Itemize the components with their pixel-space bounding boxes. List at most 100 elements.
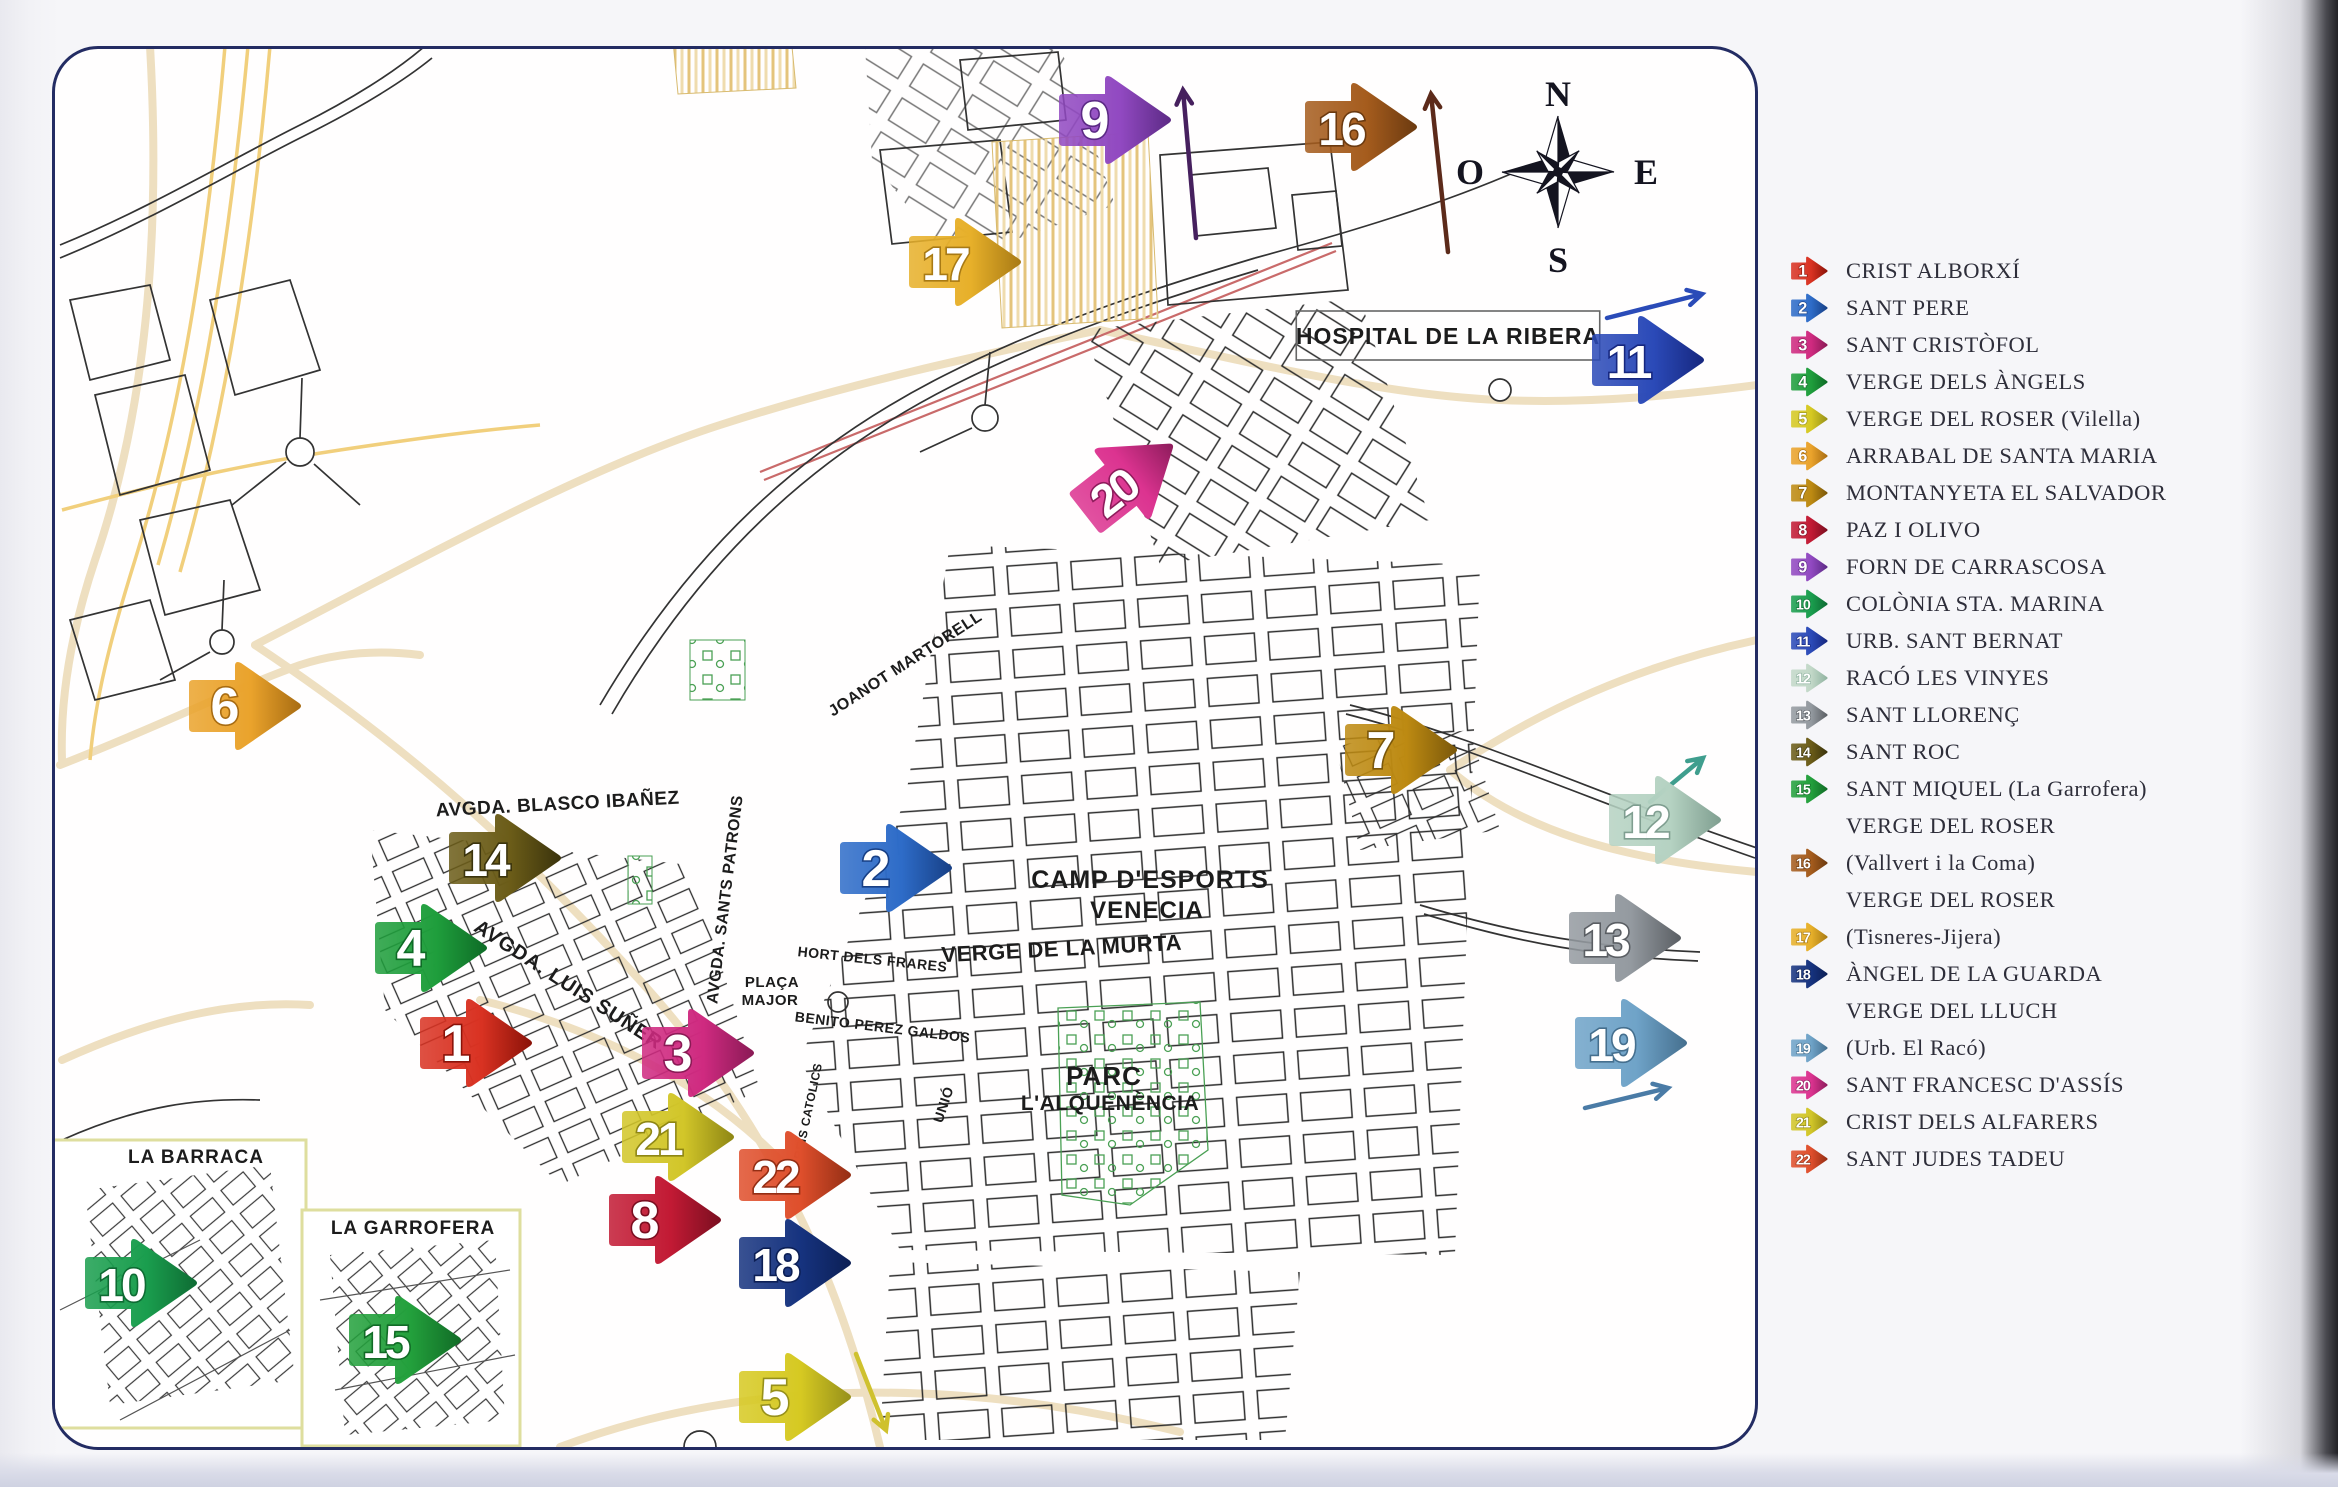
legend-arrow-icon: 18	[1791, 959, 1828, 988]
legend-item-19: 19 (Urb. El Racó)	[1786, 1029, 2326, 1066]
svg-text:13: 13	[1796, 708, 1811, 724]
map-arrow-4: 4	[375, 904, 487, 992]
svg-text:LA BARRACA: LA BARRACA	[128, 1147, 264, 1168]
map-arrow-number: 21	[635, 1113, 683, 1165]
map-arrow-number: 6	[211, 678, 240, 736]
map-arrow-8: 8	[609, 1176, 721, 1264]
legend-item-label: SANT JUDES TADEU	[1846, 1145, 2066, 1171]
legend-item-label: SANT LLORENÇ	[1846, 701, 2020, 727]
legend-item-label: SANT MIQUEL (La Garrofera)	[1846, 775, 2148, 801]
svg-text:4: 4	[1798, 373, 1807, 391]
legend-arrow-icon: 13	[1791, 700, 1828, 729]
compass-north: N	[1545, 74, 1571, 114]
legend-item-continuation: VERGE DEL ROSER	[1786, 881, 2326, 918]
map-arrow-12: 12	[1609, 776, 1721, 864]
legend-item-15: 15 SANT MIQUEL (La Garrofera)	[1786, 770, 2326, 807]
legend-item-13: 13 SANT LLORENÇ	[1786, 696, 2326, 733]
legend-item-label: RACÓ LES VINYES	[1846, 664, 2050, 690]
legend-item-20: 20 SANT FRANCESC D'ASSÍS	[1786, 1066, 2326, 1103]
map-label-blasco-ibanez: AVGDA. BLASCO IBAÑEZ	[435, 787, 680, 822]
legend-item-12: 12 RACÓ LES VINYES	[1786, 659, 2326, 696]
svg-text:AVGDA. BLASCO IBAÑEZ: AVGDA. BLASCO IBAÑEZ	[435, 787, 680, 822]
svg-text:L'ALQUENÈNCIA: L'ALQUENÈNCIA	[1021, 1092, 1199, 1115]
svg-text:8: 8	[1798, 521, 1807, 539]
legend-arrow-icon: 4	[1791, 367, 1828, 396]
map-arrow-15: 15	[349, 1296, 461, 1384]
map-arrow-13: 13	[1569, 894, 1681, 982]
map-arrow-3: 3	[642, 1009, 754, 1097]
legend-item-label: VERGE DEL LLUCH	[1846, 997, 2058, 1023]
legend-item-label: COLÒNIA STA. MARINA	[1846, 590, 2105, 616]
direction-arrow	[1174, 85, 1199, 241]
svg-text:MAJOR: MAJOR	[742, 992, 799, 1009]
map-arrow-2: 2	[840, 824, 952, 912]
legend-arrow-icon: 9	[1791, 552, 1828, 581]
legend-arrow-icon: 7	[1791, 478, 1828, 507]
map-arrow-number: 13	[1582, 914, 1629, 966]
direction-arrow	[1582, 1081, 1673, 1111]
legend-arrow-icon: 5	[1791, 404, 1828, 433]
legend-item-7: 7 MONTANYETA EL SALVADOR	[1786, 474, 2326, 511]
legend-arrow-icon: 19	[1791, 1033, 1828, 1062]
legend-arrow-icon: 12	[1791, 663, 1828, 692]
direction-arrow	[853, 1351, 891, 1435]
map-label-placa-major-1: PLAÇA	[745, 974, 799, 991]
legend-item-label: PAZ I OLIVO	[1846, 516, 1981, 542]
legend-item-label: VERGE DELS ÀNGELS	[1846, 368, 2086, 394]
legend-arrow-icon: 11	[1791, 626, 1828, 655]
svg-text:3: 3	[1798, 336, 1807, 354]
map-label-camp-desports: CAMP D'ESPORTS	[1031, 866, 1269, 894]
legend-arrow-icon: 20	[1791, 1070, 1828, 1099]
legend-item-16: 16 (Vallvert i la Coma)	[1786, 844, 2326, 881]
legend-item-14: 14 SANT ROC	[1786, 733, 2326, 770]
legend-item-label: FORN DE CARRASCOSA	[1846, 553, 2107, 579]
svg-text:15: 15	[1796, 782, 1811, 798]
map-label-alquenencia: L'ALQUENÈNCIA	[1021, 1092, 1199, 1115]
svg-text:9: 9	[1798, 558, 1807, 576]
svg-text:14: 14	[1796, 745, 1811, 761]
map-arrow-22: 22	[739, 1131, 851, 1219]
svg-text:PARC: PARC	[1066, 1061, 1142, 1091]
legend-arrow-icon: 15	[1791, 774, 1828, 803]
map-label-la-barraca: LA BARRACA	[128, 1147, 264, 1168]
railway-lines	[61, 49, 541, 761]
map-arrow-number: 18	[752, 1239, 800, 1291]
map-arrow-number: 2	[862, 840, 891, 898]
map-label-venecia: VENECIA	[1090, 897, 1203, 924]
svg-text:5: 5	[1798, 410, 1807, 428]
svg-text:18: 18	[1796, 967, 1811, 983]
legend-list: 1 CRIST ALBORXÍ 2 SANT PERE 3 SANT CRISTÒFOL 4…	[1786, 252, 2326, 1177]
legend-icon-spacer	[1786, 996, 1834, 1026]
legend-item-8: 8 PAZ I OLIVO	[1786, 511, 2326, 548]
legend-item-label: SANT PERE	[1846, 294, 1970, 320]
direction-arrow	[1604, 287, 1707, 321]
legend-item-label: ÀNGEL DE LA GUARDA	[1846, 960, 2103, 986]
map-arrow-number: 1	[442, 1015, 471, 1073]
legend-item-5: 5 VERGE DEL ROSER (Vilella)	[1786, 400, 2326, 437]
compass-star	[1501, 115, 1615, 229]
legend-item-label: VERGE DEL ROSER (Vilella)	[1846, 405, 2141, 431]
legend-arrow-icon: 8	[1791, 515, 1828, 544]
map-arrow-5: 5	[739, 1353, 851, 1441]
svg-text:CAMP D'ESPORTS: CAMP D'ESPORTS	[1031, 866, 1269, 894]
legend: 1 CRIST ALBORXÍ 2 SANT PERE 3 SANT CRISTÒFOL 4…	[1786, 252, 2326, 1177]
map-arrow-14: 14	[449, 814, 561, 902]
map-arrow-number: 8	[631, 1192, 660, 1250]
map-arrow-number: 10	[98, 1259, 145, 1311]
svg-text:16: 16	[1796, 856, 1811, 872]
map-label-parc: PARC	[1066, 1061, 1142, 1091]
map-label-sants-patrons: AVGDA. SANTS PATRONS	[704, 794, 746, 1005]
legend-icon-spacer	[1786, 885, 1834, 915]
legend-item-3: 3 SANT CRISTÒFOL	[1786, 326, 2326, 363]
legend-item-label: SANT CRISTÒFOL	[1846, 331, 2040, 357]
legend-item-label: (Urb. El Racó)	[1846, 1034, 1987, 1060]
legend-item-9: 9 FORN DE CARRASCOSA	[1786, 548, 2326, 585]
roundabouts	[209, 378, 1512, 1447]
legend-item-label: (Vallvert i la Coma)	[1846, 849, 2036, 875]
legend-item-18: 18 ÀNGEL DE LA GUARDA	[1786, 955, 2326, 992]
legend-arrow-icon: 16	[1791, 848, 1828, 877]
legend-arrow-icon: 14	[1791, 737, 1828, 766]
legend-item-label: CRIST DELS ALFARERS	[1846, 1108, 2099, 1134]
legend-item-label: (Tisneres-Jijera)	[1846, 923, 2002, 949]
